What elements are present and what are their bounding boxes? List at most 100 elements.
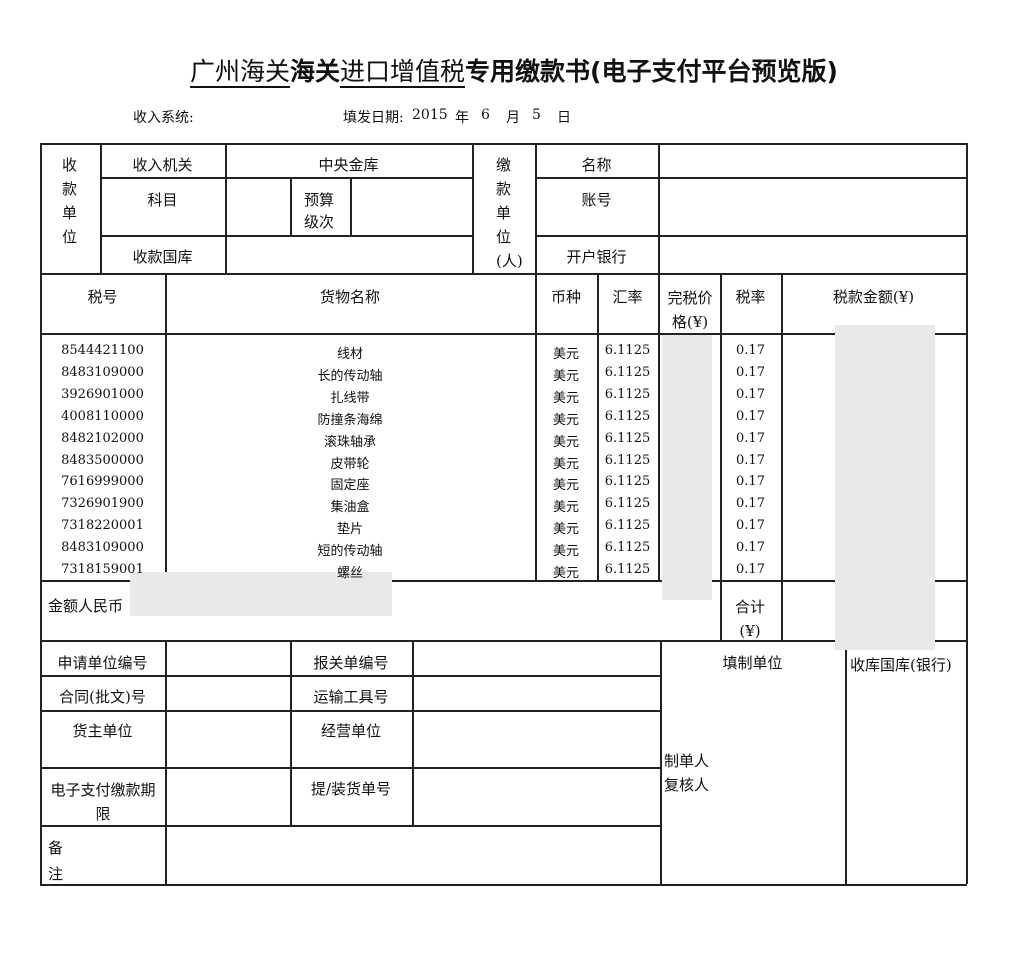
total-label: 合计(¥) xyxy=(734,598,765,640)
grid-line xyxy=(290,177,292,235)
grid-line xyxy=(40,640,967,642)
item-tax-rate: 0.17 xyxy=(736,364,765,380)
grid-line xyxy=(845,640,847,884)
grid-line xyxy=(165,273,167,580)
item-goods-name: 长的传动轴 xyxy=(317,368,383,384)
item-currency: 美元 xyxy=(552,544,579,560)
issue-year: 2015 xyxy=(412,107,448,123)
payer-name-label: 名称 xyxy=(581,156,612,174)
subject-label: 科目 xyxy=(147,191,178,209)
item-currency: 美元 xyxy=(552,500,579,516)
item-tax-rate: 0.17 xyxy=(736,562,765,577)
item-exchange-rate: 6.1125 xyxy=(604,452,651,468)
item-exchange-rate: 6.1125 xyxy=(604,386,651,402)
item-goods-name: 固定座 xyxy=(330,478,370,494)
grid-line xyxy=(412,640,414,825)
grid-line xyxy=(966,143,968,884)
grid-line xyxy=(165,640,167,884)
receiving-treasury-label: 收库国库(银行) xyxy=(850,656,952,674)
remarks-label: 备注 xyxy=(48,839,64,883)
item-tax-rate: 0.17 xyxy=(736,518,765,534)
item-currency: 美元 xyxy=(552,434,579,450)
item-tax-rate: 0.17 xyxy=(736,430,765,446)
item-currency: 美元 xyxy=(552,368,579,384)
applicant-no-label: 申请单位编号 xyxy=(57,654,148,672)
item-tax-no: 8483500000 xyxy=(61,452,144,468)
authority-value: 中央金库 xyxy=(318,156,379,174)
title-rest: 专用缴款书(电子支付平台预览版) xyxy=(465,57,838,86)
item-goods-name: 集油盒 xyxy=(330,500,370,516)
item-goods-name: 扎线带 xyxy=(330,390,370,406)
grid-line xyxy=(535,177,967,179)
operator-label: 经营单位 xyxy=(320,722,381,740)
grid-line xyxy=(40,710,661,712)
item-tax-no: 8482102000 xyxy=(61,430,144,446)
preparer-label: 制单人 xyxy=(664,752,710,770)
issue-day: 5 xyxy=(532,107,541,123)
grid-line xyxy=(40,825,661,827)
grid-line xyxy=(658,273,660,580)
item-tax-no: 7318220001 xyxy=(61,518,144,534)
owner-label: 货主单位 xyxy=(72,722,133,740)
contract-no-label: 合同(批文)号 xyxy=(59,688,146,706)
item-currency: 美元 xyxy=(552,566,579,581)
grid-line xyxy=(535,235,967,237)
payee-section-label: 收款单位 xyxy=(62,156,78,246)
grid-line xyxy=(290,640,292,825)
item-goods-name: 皮带轮 xyxy=(330,456,370,472)
redacted-dutiable-price xyxy=(662,335,712,600)
bill-no-label: 提/装货单号 xyxy=(310,780,392,798)
month-unit: 月 xyxy=(506,110,520,126)
redacted-rmb-amount xyxy=(130,572,392,616)
filler-label: 填制单位 xyxy=(722,654,783,672)
day-unit: 日 xyxy=(557,110,571,126)
declaration-no-label: 报关单编号 xyxy=(313,654,389,672)
item-tax-rate: 0.17 xyxy=(736,343,765,358)
grid-line xyxy=(40,143,42,884)
item-exchange-rate: 6.1125 xyxy=(604,364,651,380)
col-exchange-rate: 汇率 xyxy=(612,288,643,306)
item-goods-name: 短的传动轴 xyxy=(317,544,383,560)
col-tax-rate: 税率 xyxy=(735,288,766,306)
grid-line xyxy=(350,177,352,235)
grid-line xyxy=(40,767,661,769)
issue-month: 6 xyxy=(481,107,490,123)
item-goods-name: 线材 xyxy=(336,347,363,362)
issue-date-label: 填发日期: xyxy=(343,110,404,126)
year-unit: 年 xyxy=(455,110,469,126)
item-goods-name: 垫片 xyxy=(336,522,363,538)
col-currency: 币种 xyxy=(550,288,581,306)
item-goods-name: 滚珠轴承 xyxy=(323,434,376,450)
grid-line xyxy=(40,333,967,335)
item-currency: 美元 xyxy=(552,478,579,494)
col-tax-amount: 税款金额(¥) xyxy=(832,288,915,306)
grid-line xyxy=(720,273,722,640)
grid-line xyxy=(781,273,783,640)
item-exchange-rate: 6.1125 xyxy=(604,562,651,577)
item-exchange-rate: 6.1125 xyxy=(604,474,651,490)
title-tax-type: 进口增值税 xyxy=(340,57,466,88)
item-tax-no: 7318159001 xyxy=(61,562,144,577)
item-tax-no: 8483109000 xyxy=(61,540,144,556)
transport-no-label: 运输工具号 xyxy=(313,688,389,706)
grid-line xyxy=(100,235,473,237)
col-goods-name: 货物名称 xyxy=(319,288,380,306)
grid-line xyxy=(40,143,967,145)
item-currency: 美元 xyxy=(552,390,579,406)
rmb-amount-label: 金额人民币 xyxy=(48,597,124,615)
reviewer-label: 复核人 xyxy=(664,776,710,794)
grid-line xyxy=(100,143,102,273)
authority-label: 收入机关 xyxy=(132,156,193,174)
item-tax-no: 4008110000 xyxy=(61,408,144,424)
grid-line xyxy=(535,273,537,580)
item-currency: 美元 xyxy=(552,456,579,472)
redacted-tax-amount xyxy=(835,325,935,650)
grid-line xyxy=(40,884,967,886)
item-currency: 美元 xyxy=(552,347,579,362)
item-tax-rate: 0.17 xyxy=(736,452,765,468)
grid-line xyxy=(658,143,660,273)
form-title: 广州海关海关进口增值税专用缴款书(电子支付平台预览版) xyxy=(190,52,838,88)
col-tax-no: 税号 xyxy=(87,288,118,306)
title-customs: 广州海关 xyxy=(190,57,291,88)
